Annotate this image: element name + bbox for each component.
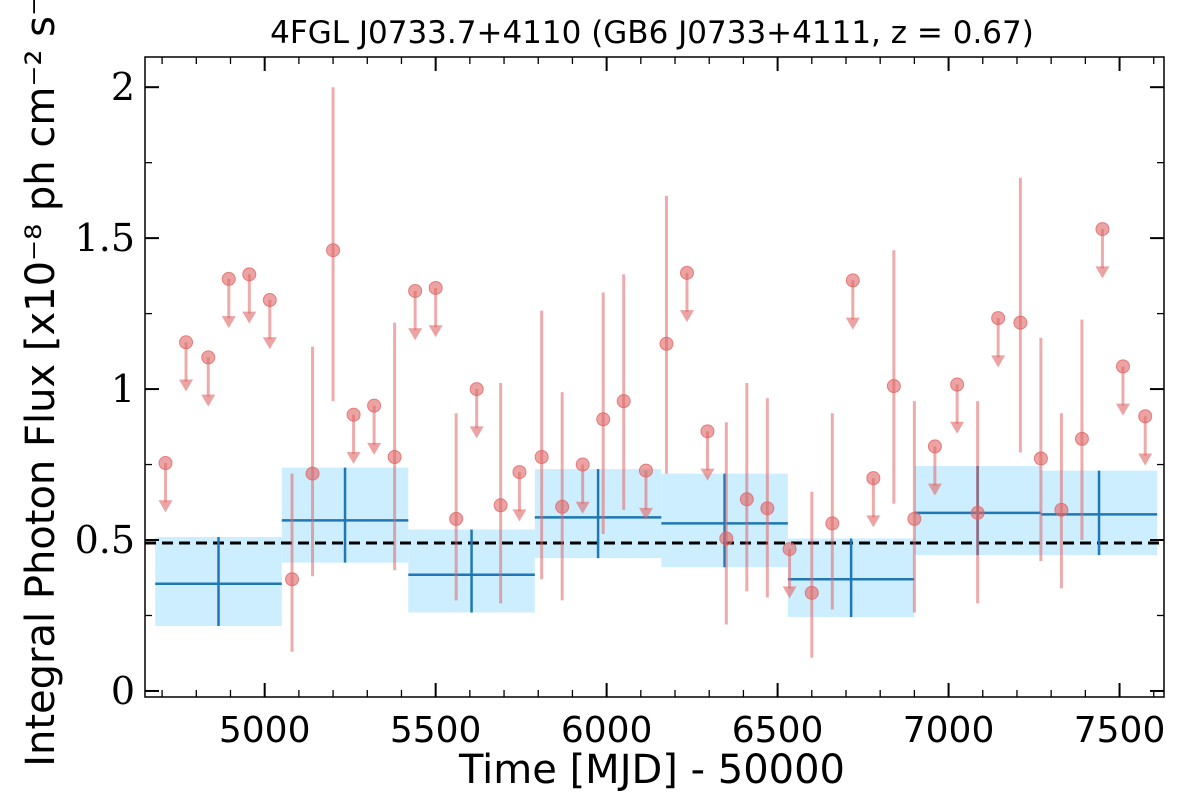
flux-point [907,511,922,526]
upper-limit-point [866,471,881,486]
flux-point [616,394,631,409]
flux-point [596,412,611,427]
upper-limit-point [512,465,527,480]
upper-limit-arrow [1095,266,1110,279]
flux-point [493,498,508,513]
upper-limit-arrow [950,421,965,434]
y-tick-label: 0.5 [75,518,135,562]
upper-limit-arrow [700,468,715,481]
upper-limit-arrow [367,442,382,455]
upper-limit-point [469,382,484,397]
flux-point [1013,315,1028,330]
x-tick-label: 7500 [1074,710,1166,751]
flux-point [285,572,300,587]
upper-limit-arrow [638,507,653,520]
upper-limit-arrow [679,310,694,323]
upper-limit-point [179,335,194,350]
upper-limit-point [346,407,361,422]
flux-point [326,243,341,258]
flux-point [659,336,674,351]
y-tick-label: 1 [111,367,135,411]
upper-limit-point [367,398,382,413]
upper-limit-point [242,267,257,282]
upper-limit-arrow [262,337,277,350]
flux-point [555,499,570,514]
x-tick-label: 6000 [561,710,653,751]
upper-limit-arrow [408,328,423,341]
flux-point [739,492,754,507]
flux-point [387,450,402,464]
upper-limit-point [221,271,236,286]
upper-limit-point [158,456,173,471]
flux-point [719,531,734,546]
chart-title: 4FGL J0733.7+4110 (GB6 J0733+4111, z = 0… [270,15,1034,51]
flux-point [534,450,549,464]
x-tick-label: 5500 [390,710,482,751]
upper-limit-arrow [469,426,484,439]
x-tick-label: 5000 [219,710,311,751]
upper-limit-arrow [927,483,942,496]
upper-limit-point [950,377,965,392]
upper-limit-arrow [845,317,860,330]
flux-point [760,501,775,516]
flux-point [804,585,819,600]
upper-limit-arrow [1115,403,1130,416]
upper-limit-arrow [201,394,216,407]
upper-limit-arrow [512,509,527,522]
axes: 5000 5500 6000 6500 7000 7500 0 0.5 1 1.5 2 [75,56,1166,751]
upper-limit-arrow [221,316,236,329]
upper-limit-point [679,265,694,280]
upper-limit-point [700,424,715,439]
upper-limit-point [991,311,1006,326]
upper-limit-arrow [242,311,257,324]
upper-limit-point [575,457,590,472]
upper-limit-point [1115,359,1130,374]
x-axis-label: Time [MJD] - 50000 [458,747,845,793]
flux-point [449,511,464,526]
y-tick-label: 1.5 [75,216,135,260]
y-tick-label: 2 [111,65,135,109]
upper-limit-point [201,350,216,365]
x-tick-label: 6500 [732,710,824,751]
upper-limit-point [845,273,860,288]
flux-point [886,379,901,394]
flux-point [825,516,840,531]
upper-limit-arrow [575,501,590,514]
upper-limit-point [927,439,942,454]
flux-point [1054,502,1069,517]
upper-limit-point [408,283,423,298]
upper-limit-point [638,463,653,478]
upper-limit-arrow [346,451,361,464]
upper-limit-point [428,280,443,295]
upper-limit-arrow [782,586,797,599]
upper-limit-arrow [158,500,173,513]
upper-limit-arrow [991,355,1006,368]
upper-limit-point [1095,222,1110,237]
upper-limit-arrow [179,379,194,392]
y-tick-label: 0 [111,669,135,713]
upper-limit-arrow [866,515,881,528]
plot-frame [144,56,1165,698]
plot-area [145,87,1164,658]
flux-point [1074,431,1089,446]
x-tick-label: 7000 [903,710,995,751]
y-axis-label: Integral Photon Flux [x10⁻⁸ ph cm⁻² s⁻¹] [18,0,64,767]
upper-limit-arrow [428,325,443,338]
upper-limit-point [782,542,797,557]
upper-limit-point [1138,409,1153,424]
upper-limit-point [262,293,277,308]
flux-point [1033,451,1048,466]
flux-point [970,505,985,520]
flux-point [305,466,320,481]
upper-limit-arrow [1138,453,1153,466]
